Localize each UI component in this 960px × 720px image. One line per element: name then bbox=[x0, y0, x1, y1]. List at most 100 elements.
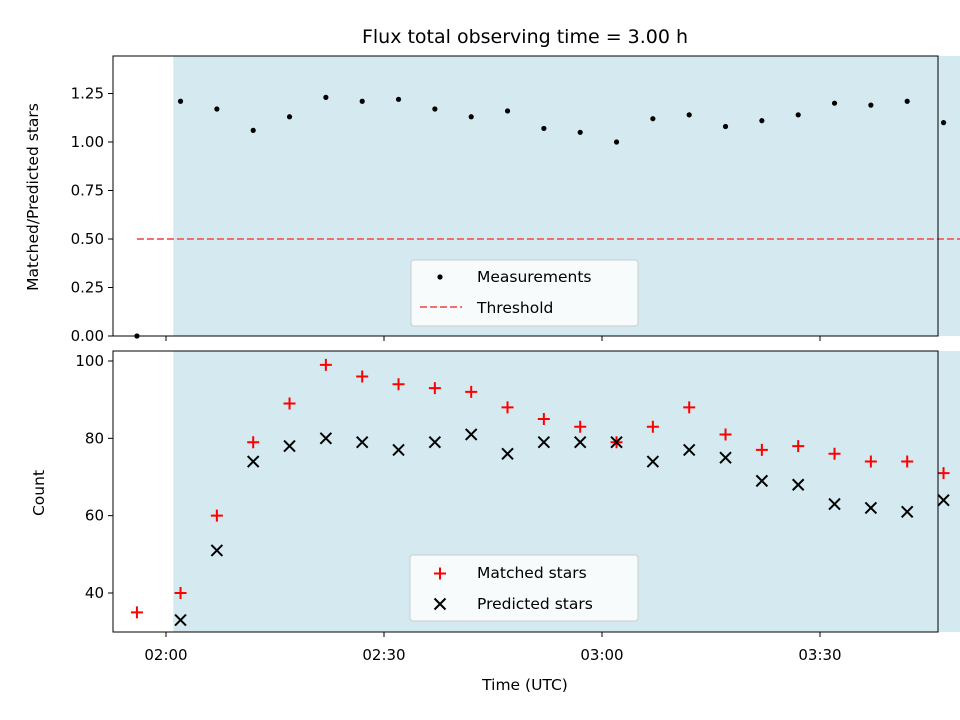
matched-stars-point bbox=[901, 455, 914, 468]
measurements-legend-label: Measurements bbox=[477, 268, 592, 286]
bottom-y-tick-label: 60 bbox=[85, 507, 104, 525]
measurements-point bbox=[432, 106, 438, 112]
matched-stars-point bbox=[755, 443, 768, 456]
measurements-point bbox=[323, 94, 329, 100]
top-chart-marks bbox=[134, 94, 960, 339]
predicted-stars-point bbox=[755, 474, 769, 488]
measurements-point bbox=[177, 98, 184, 104]
x-axis-label: Time (UTC) bbox=[481, 676, 568, 694]
bottom-chart-axes: 40608010002:0002:3003:0003:3004:0004:300… bbox=[75, 350, 939, 664]
predicted-stars-point bbox=[174, 613, 187, 627]
matched-stars-point bbox=[501, 401, 514, 414]
top-chart-y-axis-label: Matched/Predicted stars bbox=[24, 103, 42, 291]
matched-stars-point bbox=[465, 385, 478, 398]
predicted-stars-point bbox=[828, 497, 841, 511]
measurements-legend-marker bbox=[437, 274, 443, 280]
measurements-point bbox=[759, 118, 765, 124]
predicted-stars-point bbox=[210, 544, 224, 557]
measurements-point bbox=[214, 106, 220, 112]
matched-stars-point bbox=[864, 455, 877, 468]
predicted-stars-legend-marker bbox=[433, 597, 447, 611]
measurements-point bbox=[504, 108, 511, 114]
measurements-point bbox=[577, 129, 583, 135]
matched-stars-point bbox=[174, 587, 187, 599]
predicted-stars-point bbox=[428, 435, 442, 449]
predicted-stars-point bbox=[392, 443, 405, 457]
measurements-point bbox=[686, 112, 692, 118]
matched-stars-point bbox=[247, 436, 260, 449]
bottom-y-tick-label: 40 bbox=[85, 584, 104, 602]
measurements-point bbox=[359, 98, 365, 104]
top-legend: Measurements Threshold bbox=[410, 259, 639, 327]
predicted-stars-point bbox=[864, 501, 878, 515]
predicted-stars-point bbox=[900, 505, 914, 519]
threshold-legend-label: Threshold bbox=[476, 299, 553, 317]
top-chart-axes: 0.00 0.25 0.50 0.75 1.00 1.25 bbox=[71, 55, 939, 345]
predicted-stars-point bbox=[246, 455, 260, 468]
matched-stars-point bbox=[319, 358, 332, 371]
matched-stars-point bbox=[646, 420, 659, 433]
matched-stars-point bbox=[828, 447, 841, 460]
predicted-stars-point bbox=[355, 435, 369, 449]
bottom-legend: Matched stars Predicted stars bbox=[409, 554, 639, 622]
matched-stars-point bbox=[937, 467, 950, 480]
measurements-point bbox=[940, 120, 947, 126]
matched-stars-legend-marker bbox=[434, 567, 446, 580]
predicted-stars-point bbox=[610, 435, 623, 449]
predicted-stars-point bbox=[682, 443, 696, 457]
bottom-legend-box bbox=[409, 554, 639, 622]
matched-stars-point bbox=[683, 401, 696, 414]
top-chart-frame bbox=[112, 55, 939, 337]
predicted-stars-point bbox=[319, 432, 333, 445]
top-y-tick-label: 1.00 bbox=[71, 133, 104, 151]
top-y-tick-label: 0.75 bbox=[71, 182, 104, 200]
top-chart-title: Flux total observing time = 3.00 h bbox=[362, 26, 688, 48]
x-tick-label: 03:00 bbox=[580, 646, 623, 664]
bottom-chart-frame bbox=[112, 350, 939, 633]
measurements-point bbox=[904, 98, 910, 104]
matched-stars-point bbox=[210, 509, 223, 522]
predicted-stars-point bbox=[719, 451, 732, 464]
measurements-point bbox=[831, 100, 838, 106]
measurements-point bbox=[541, 125, 547, 132]
bottom-chart-marks bbox=[130, 358, 950, 627]
measurements-point bbox=[722, 123, 729, 130]
matched-stars-point bbox=[130, 606, 143, 619]
x-tick-label: 02:00 bbox=[144, 646, 187, 664]
bottom-y-tick-label: 100 bbox=[75, 352, 104, 370]
predicted-stars-point bbox=[283, 439, 296, 453]
measurements-point bbox=[650, 116, 656, 122]
measurements-point bbox=[868, 102, 874, 108]
predicted-stars-legend-label: Predicted stars bbox=[477, 595, 593, 613]
measurements-point bbox=[395, 96, 402, 102]
matched-stars-point bbox=[537, 413, 550, 425]
predicted-stars-point bbox=[791, 478, 805, 491]
measurements-point bbox=[286, 114, 293, 120]
matched-stars-point bbox=[392, 378, 405, 391]
top-y-tick-label: 1.25 bbox=[71, 85, 104, 103]
x-tick-label: 03:30 bbox=[798, 646, 841, 664]
matched-stars-point bbox=[719, 428, 732, 441]
matched-stars-point bbox=[356, 370, 369, 383]
predicted-stars-point bbox=[937, 493, 950, 507]
matched-stars-point bbox=[574, 420, 587, 433]
measurements-point bbox=[468, 114, 474, 120]
bottom-chart-y-axis-label: Count bbox=[30, 470, 48, 516]
measurements-point bbox=[795, 112, 801, 118]
top-y-tick-label: 0.00 bbox=[71, 327, 104, 345]
top-legend-box bbox=[410, 259, 639, 327]
measurements-point bbox=[613, 139, 620, 145]
matched-stars-point bbox=[792, 440, 805, 453]
top-y-tick-label: 0.50 bbox=[71, 230, 104, 248]
top-y-tick-label: 0.25 bbox=[71, 279, 104, 297]
matched-stars-point bbox=[283, 397, 296, 410]
x-tick-label: 02:30 bbox=[362, 646, 405, 664]
matched-stars-point bbox=[428, 382, 441, 395]
bottom-y-tick-label: 80 bbox=[85, 429, 104, 447]
predicted-stars-point bbox=[646, 455, 660, 468]
predicted-stars-point bbox=[537, 435, 551, 449]
matched-stars-legend-label: Matched stars bbox=[477, 564, 587, 582]
measurements-point bbox=[250, 127, 256, 133]
predicted-stars-point bbox=[464, 428, 478, 441]
